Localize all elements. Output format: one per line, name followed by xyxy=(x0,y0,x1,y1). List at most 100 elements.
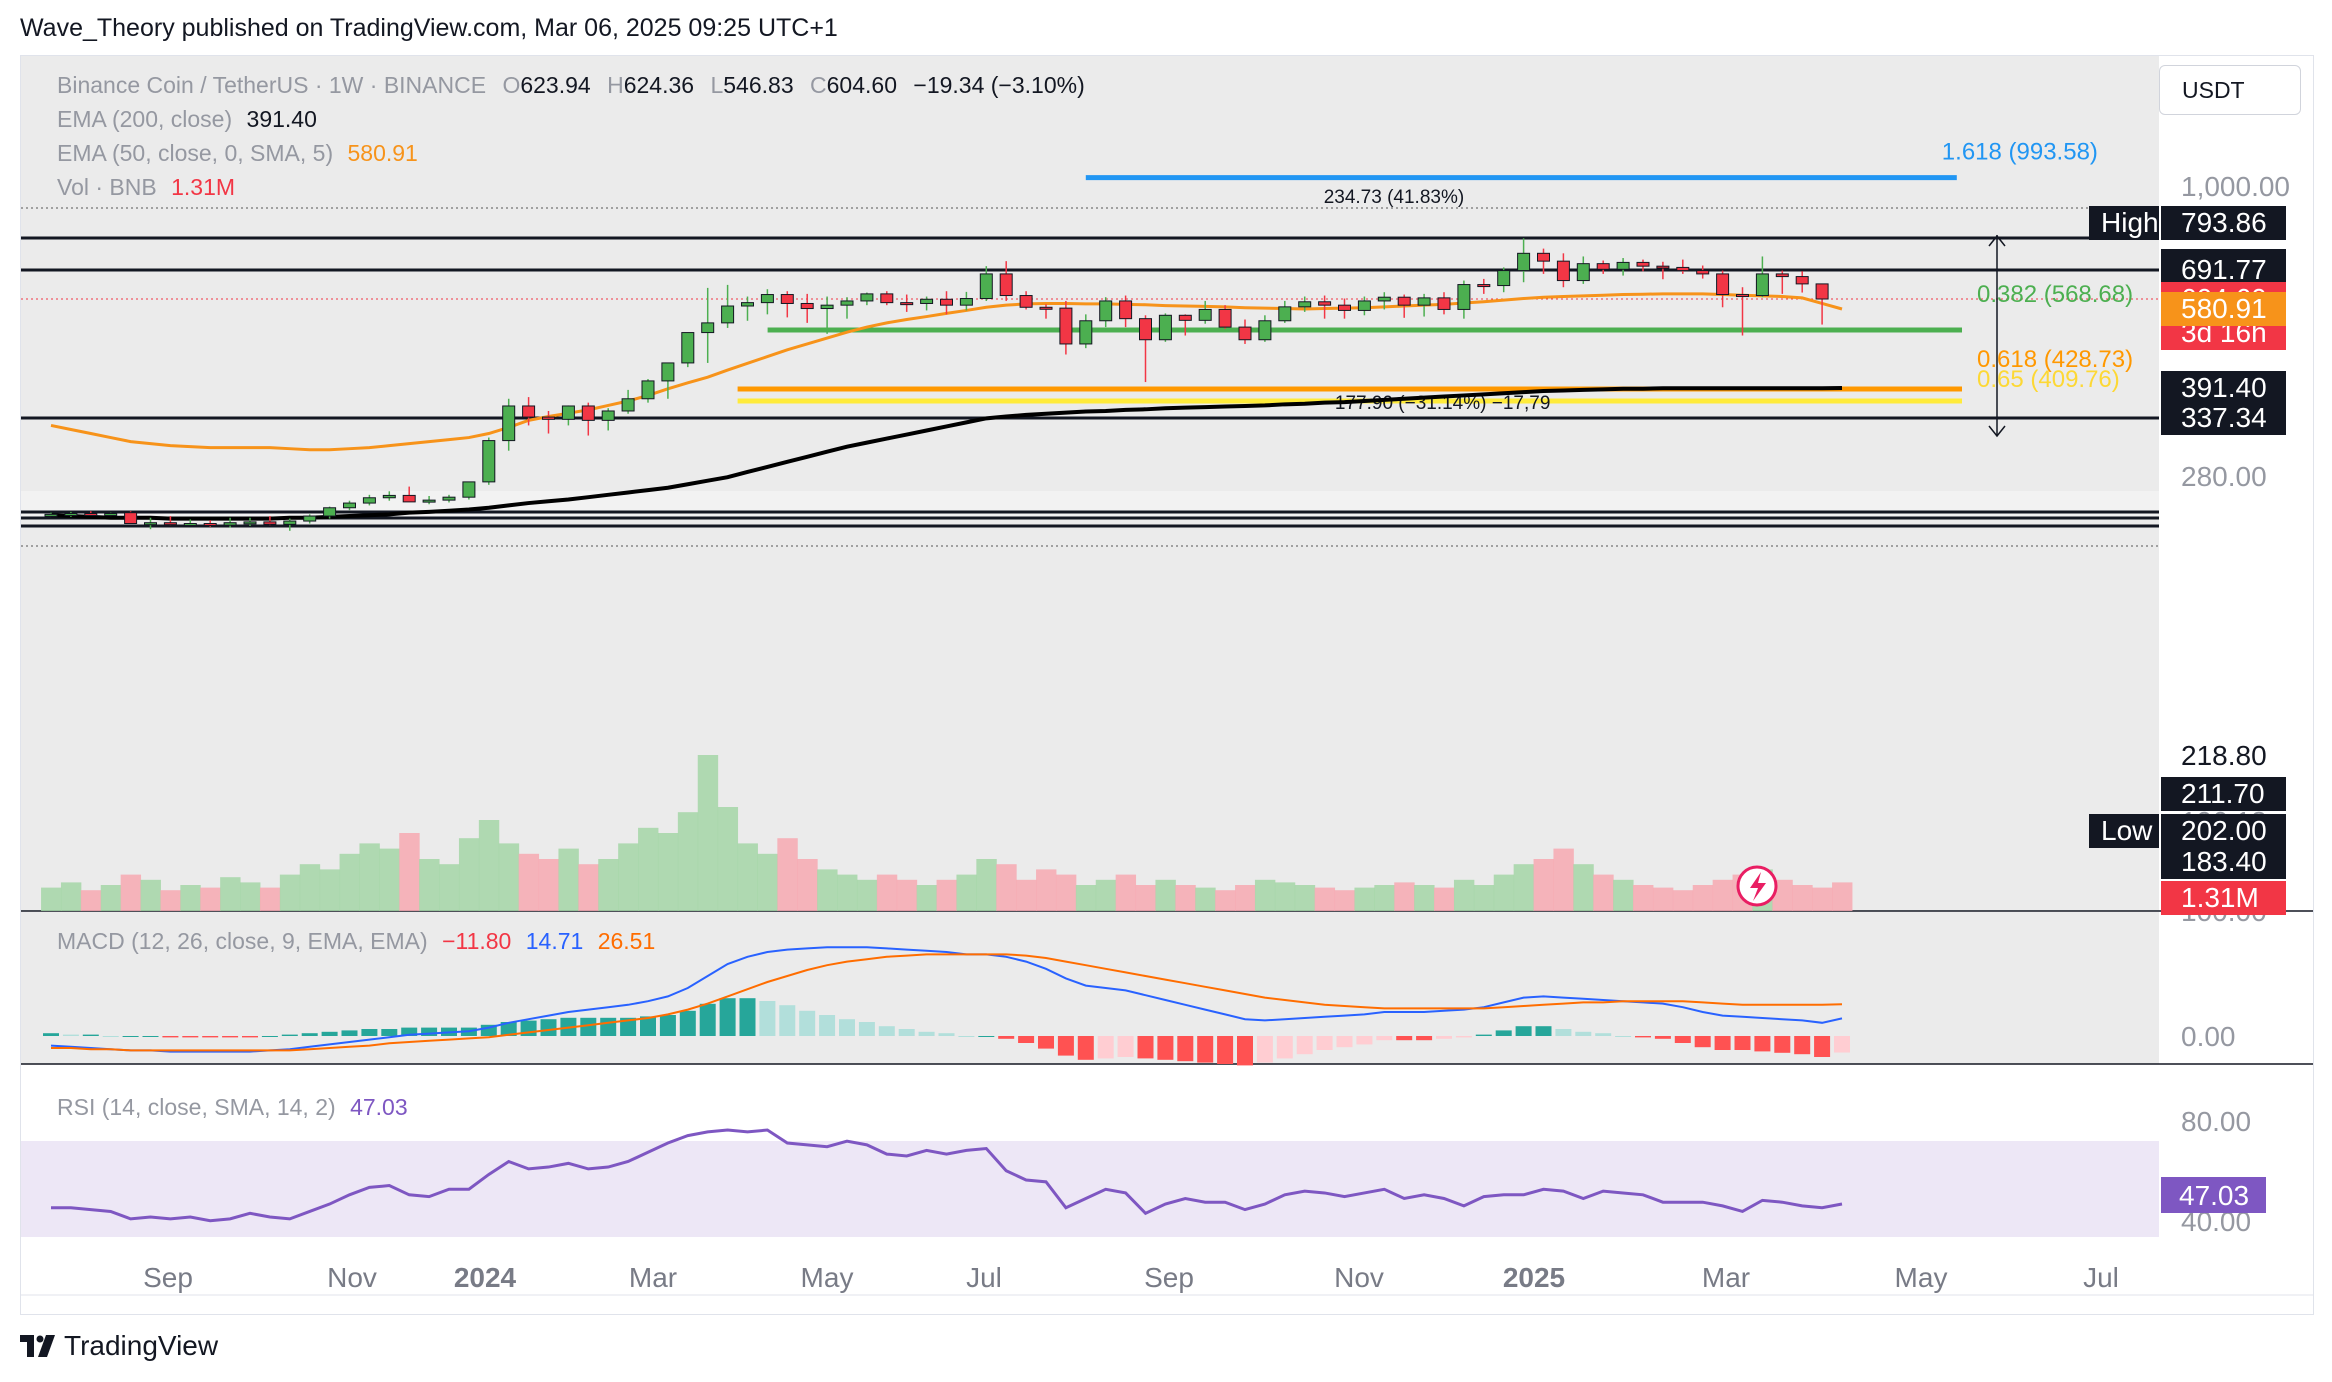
volume-bar xyxy=(399,833,420,911)
chart-frame[interactable]: 1.618 (993.58) 0.382 (568.68) 0.618 (428.7… xyxy=(20,55,2314,1315)
macd-hist-bar xyxy=(1475,1034,1492,1036)
candle-body xyxy=(979,273,993,300)
volume-bar xyxy=(1493,874,1515,911)
volume-bar xyxy=(80,890,102,911)
ema50-label: EMA (50, close, 0, SMA, 5) xyxy=(57,140,334,166)
volume-bar xyxy=(677,812,699,911)
ema200-line xyxy=(50,386,1843,521)
candle-body xyxy=(502,405,516,442)
candle-body xyxy=(1397,296,1411,306)
volume-bar xyxy=(120,874,142,911)
macd-hist-bar xyxy=(1694,1036,1711,1048)
macd-hist-bar xyxy=(1097,1036,1114,1059)
candle-body xyxy=(641,380,655,400)
candle-body xyxy=(422,499,436,503)
volume-bar xyxy=(1195,887,1216,911)
macd-hist-bar xyxy=(1515,1026,1532,1036)
axis-tick-label: 1,000.00 xyxy=(2181,171,2290,202)
price-tag-label: 337.34 xyxy=(2181,402,2267,433)
volume-bar xyxy=(1414,885,1435,911)
candle-body xyxy=(681,332,695,364)
volume-bar xyxy=(856,879,878,911)
macd-hist-bar xyxy=(102,1036,119,1037)
candle-body xyxy=(1716,273,1730,296)
macd-hist-bar xyxy=(1157,1036,1174,1060)
macd-hist-bar xyxy=(1256,1036,1273,1063)
candle-body xyxy=(124,512,138,525)
rsi-value: 47.03 xyxy=(350,1094,408,1120)
chart-canvas[interactable]: 1.618 (993.58) 0.382 (568.68) 0.618 (428.7… xyxy=(21,56,2313,1314)
macd-hist-bar xyxy=(739,998,756,1036)
candle-body xyxy=(1079,320,1093,345)
range-band xyxy=(21,491,2159,518)
volume-bar xyxy=(1115,874,1137,911)
rsi-label: RSI (14, close, SMA, 14, 2) xyxy=(57,1094,336,1120)
volume-bar xyxy=(737,843,758,911)
price-tag-label: 1.31M xyxy=(2181,882,2259,913)
volume-bar xyxy=(1812,887,1833,911)
volume-bar xyxy=(140,879,161,911)
candle-body xyxy=(1457,284,1471,310)
time-axis-label: Mar xyxy=(629,1262,677,1293)
volume-bar xyxy=(638,827,659,911)
macd-hist-bar xyxy=(1177,1036,1194,1062)
rsi-legend[interactable]: RSI (14, close, SMA, 14, 2) 47.03 xyxy=(57,1094,408,1121)
candle-body xyxy=(940,298,953,306)
macd-hist-bar xyxy=(1336,1036,1353,1048)
volume-bar xyxy=(896,879,918,911)
currency-button[interactable]: USDT xyxy=(2159,65,2301,115)
volume-bar xyxy=(717,807,739,911)
candle-body xyxy=(1636,261,1650,267)
macd-hist-bar xyxy=(242,1036,258,1038)
macd-hist-bar xyxy=(1654,1036,1671,1039)
candle-body xyxy=(323,507,337,517)
time-axis-label: 2024 xyxy=(454,1262,517,1293)
candle-body xyxy=(1556,260,1570,282)
signal-line xyxy=(51,953,1843,1052)
fib-065-label: 0.65 (409.76) xyxy=(1977,366,2120,393)
candle-body xyxy=(1298,301,1312,308)
axis-tick-label: 0.00 xyxy=(2181,1021,2236,1052)
macd-hist-bar xyxy=(381,1029,398,1036)
volume-bar xyxy=(1235,885,1256,911)
macd-hist-bar xyxy=(1396,1036,1413,1041)
candle-body xyxy=(382,494,396,499)
high-value: 624.36 xyxy=(623,72,695,98)
symbol-legend[interactable]: Binance Coin / TetherUS · 1W · BINANCE O… xyxy=(57,72,1085,99)
candle-body xyxy=(959,298,973,306)
candle-body xyxy=(263,521,277,525)
volume-bar xyxy=(558,848,579,911)
macd-hist-bar xyxy=(679,1010,696,1036)
volume-bar xyxy=(1394,882,1415,911)
volume-bar xyxy=(598,859,619,911)
macd-hist-bar xyxy=(839,1019,855,1036)
volume-bar xyxy=(41,887,62,911)
candle-body xyxy=(1736,294,1749,298)
macd-hist-bar xyxy=(122,1036,139,1037)
ema200-legend[interactable]: EMA (200, close) 391.40 xyxy=(57,106,317,133)
candle-body xyxy=(1755,273,1769,297)
volume-bar xyxy=(1374,885,1395,911)
volume-bar xyxy=(1095,879,1117,911)
candle-body xyxy=(920,298,934,304)
candle-body xyxy=(661,362,675,382)
volume-bar xyxy=(1633,885,1654,911)
candle-body xyxy=(1218,308,1232,328)
volume-bar xyxy=(1533,859,1554,911)
volume-bar xyxy=(1712,879,1734,911)
volume-bar xyxy=(359,843,380,911)
ema50-legend[interactable]: EMA (50, close, 0, SMA, 5) 580.91 xyxy=(57,140,418,167)
candle-body xyxy=(1099,300,1113,322)
macd-hist-bar xyxy=(182,1036,199,1038)
volume-bar xyxy=(1036,869,1057,911)
macd-legend[interactable]: MACD (12, 26, close, 9, EMA, EMA) −11.80… xyxy=(57,928,655,955)
volume-bar xyxy=(1792,885,1813,911)
tradingview-logo[interactable]: TradingView xyxy=(20,1330,218,1362)
macd-hist-bar xyxy=(719,998,736,1036)
volume-bar xyxy=(1334,890,1355,911)
volume-value: 1.31M xyxy=(171,174,236,200)
volume-legend[interactable]: Vol · BNB 1.31M xyxy=(57,174,235,201)
candle-body xyxy=(163,522,177,526)
candle-body xyxy=(283,520,297,525)
price-tag-bg xyxy=(2161,777,2286,811)
